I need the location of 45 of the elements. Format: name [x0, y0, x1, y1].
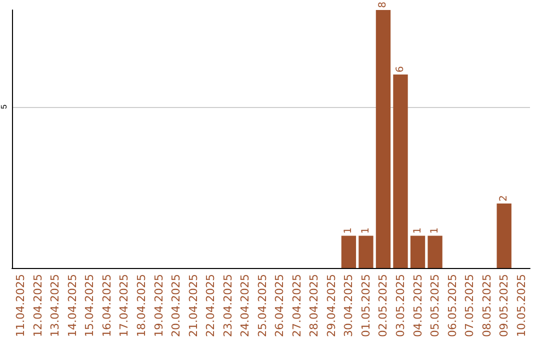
- x-tick-label: 20.04.2025: [170, 274, 183, 338]
- x-tick-label: 09.05.2025: [498, 274, 511, 338]
- bar: [410, 236, 426, 268]
- x-tick-label: 18.04.2025: [135, 274, 148, 338]
- data-label: 2: [498, 195, 510, 202]
- x-tick-label: 03.05.2025: [394, 274, 407, 338]
- data-label: 1: [343, 227, 354, 234]
- data-label: 6: [395, 66, 406, 73]
- bar: [341, 236, 356, 268]
- bar: [358, 236, 374, 268]
- x-tick-label: 27.04.2025: [290, 274, 304, 338]
- y-tick-label: 5: [0, 104, 8, 109]
- x-tick-label: 25.04.2025: [256, 274, 269, 338]
- x-tick-label: 11.04.2025: [14, 274, 28, 338]
- bar: [393, 74, 408, 268]
- x-tick-label: 08.05.2025: [480, 274, 494, 338]
- x-tick-label: 30.04.2025: [342, 274, 356, 338]
- x-tick-label: 21.04.2025: [186, 274, 200, 338]
- x-tick-label: 16.04.2025: [100, 274, 114, 338]
- x-tick-label: 23.04.2025: [221, 274, 234, 338]
- x-tick-label: 14.04.2025: [66, 274, 79, 338]
- x-tick-label: 22.04.2025: [204, 274, 218, 338]
- x-tick-label: 29.04.2025: [324, 274, 338, 338]
- x-tick-label: 02.05.2025: [376, 274, 390, 338]
- x-tick-label: 04.05.2025: [411, 274, 424, 338]
- data-label: 8: [378, 2, 389, 8]
- x-tick-label: 28.04.2025: [308, 274, 321, 338]
- x-tick-label: 17.04.2025: [118, 274, 131, 338]
- data-label: 1: [412, 227, 424, 234]
- x-tick-label: 15.04.2025: [83, 274, 96, 338]
- x-tick-label: 01.05.2025: [359, 274, 372, 338]
- x-tick-label: 05.05.2025: [428, 274, 442, 338]
- x-tick-label: 24.04.2025: [238, 274, 252, 338]
- x-tick-label: 07.05.2025: [463, 274, 476, 338]
- data-label: 1: [430, 227, 441, 234]
- bar: [428, 236, 442, 268]
- bar: [376, 10, 391, 268]
- x-tick-label: 19.04.2025: [152, 274, 166, 338]
- x-tick-label: 12.04.2025: [31, 274, 44, 338]
- data-label: 1: [360, 227, 372, 234]
- x-tick-label: 26.04.2025: [273, 274, 286, 338]
- x-tick-label: 13.04.2025: [48, 274, 62, 338]
- x-tick-label: 10.05.2025: [514, 274, 528, 338]
- bar: [496, 204, 512, 268]
- x-tick-label: 06.05.2025: [446, 274, 459, 338]
